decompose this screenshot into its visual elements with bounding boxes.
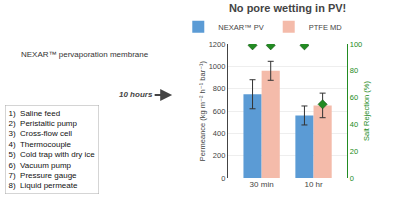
svg-text:0: 0 [350,174,354,183]
svg-text:400: 400 [213,129,226,138]
svg-text:10 hr: 10 hr [304,180,323,189]
svg-text:60: 60 [350,93,358,102]
svg-text:PTFE MD: PTFE MD [309,23,342,32]
svg-text:20: 20 [350,147,358,156]
svg-text:Permeance (kg m⁻² h⁻¹ bar⁻¹): Permeance (kg m⁻² h⁻¹ bar⁻¹) [198,60,207,161]
svg-text:0: 0 [221,174,225,183]
svg-text:No pore wetting in PV!: No pore wetting in PV! [229,2,346,14]
svg-text:NEXAR™ PV: NEXAR™ PV [218,23,263,32]
svg-text:10 hours: 10 hours [119,90,153,99]
svg-text:NEXAR™ pervaporation membrane: NEXAR™ pervaporation membrane [21,50,149,59]
svg-text:1000: 1000 [209,62,226,71]
svg-text:200: 200 [213,151,226,160]
svg-text:Salt Rejection (%): Salt Rejection (%) [362,80,371,141]
svg-text:800: 800 [213,84,226,93]
svg-text:40: 40 [350,120,358,129]
svg-text:600: 600 [213,107,226,116]
svg-text:80: 80 [350,66,358,75]
svg-text:30 min: 30 min [250,180,274,189]
svg-text:1200: 1200 [208,39,226,49]
svg-text:100: 100 [350,40,363,49]
svg-text:1) Saline feed2) Peristaltic: 1) Saline feed2) Peristaltic pump3) Cros… [9,109,96,191]
